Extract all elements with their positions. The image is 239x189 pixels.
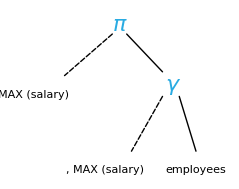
Text: , MAX (salary): , MAX (salary) <box>66 165 144 175</box>
Text: MAX (salary): MAX (salary) <box>0 90 69 99</box>
Text: employees: employees <box>166 165 226 175</box>
Text: π: π <box>113 15 126 35</box>
Text: γ: γ <box>166 75 179 95</box>
